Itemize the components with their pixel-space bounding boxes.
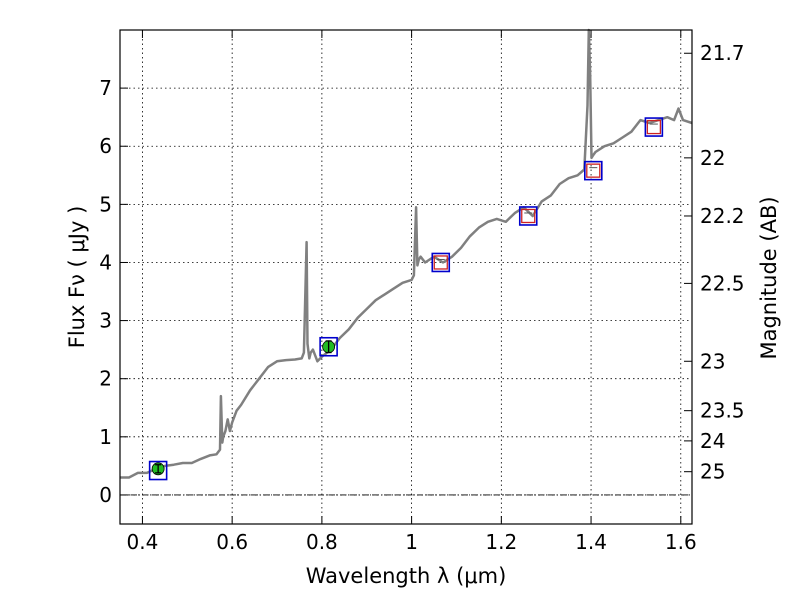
upper-limit-box (586, 163, 601, 178)
y-tick-label: 1 (99, 425, 112, 449)
model-box (148, 460, 168, 481)
right-tick-label: 22.5 (700, 271, 745, 295)
y-tick-label: 6 (99, 134, 112, 158)
x-tick-label: 0.4 (127, 530, 159, 554)
x-axis-label: Wavelength λ (μm) (306, 564, 507, 588)
model-box (518, 206, 538, 226)
right-tick-label: 25 (700, 460, 725, 484)
right-tick-label: 21.7 (700, 41, 745, 65)
x-tick-label: 0.6 (216, 530, 248, 554)
model-box (584, 160, 603, 181)
x-tick-label: 1 (405, 530, 418, 554)
x-tick-label: 1.6 (665, 530, 697, 554)
upper-limit-box (646, 119, 662, 135)
right-axis-label: Magnitude (AB) (757, 196, 781, 359)
upper-limit-box (433, 255, 448, 270)
right-tick-label: 23 (700, 349, 725, 373)
y-tick-label: 4 (99, 250, 112, 274)
right-tick-label: 24 (700, 429, 725, 453)
upper-limit-box (521, 208, 536, 224)
grid-layer (120, 30, 692, 524)
right-tick-label: 22.2 (700, 204, 745, 228)
model-box (431, 252, 451, 273)
spectrum-line (120, 28, 693, 479)
y-axis-label: Flux Fν ( μJy ) (65, 206, 89, 349)
series-layer (120, 28, 693, 479)
model-box (319, 336, 338, 357)
x-tick-label: 1.2 (485, 530, 517, 554)
x-tick-label: 0.8 (306, 530, 338, 554)
y-tick-label: 3 (99, 309, 112, 333)
tick-layer: 0.4 0.6 0.8 1 1.2 1.4 1.60123456721.72222.222.… (99, 30, 745, 554)
y-tick-label: 5 (99, 192, 112, 216)
right-tick-label: 22 (700, 146, 725, 170)
model-box (644, 117, 664, 137)
y-tick-label: 0 (99, 483, 112, 507)
right-tick-label: 23.5 (700, 399, 745, 423)
y-tick-label: 7 (99, 76, 112, 100)
y-tick-label: 2 (99, 367, 112, 391)
plot-frame (119, 29, 693, 525)
x-tick-label: 1.4 (575, 530, 607, 554)
points-layer (148, 117, 664, 481)
